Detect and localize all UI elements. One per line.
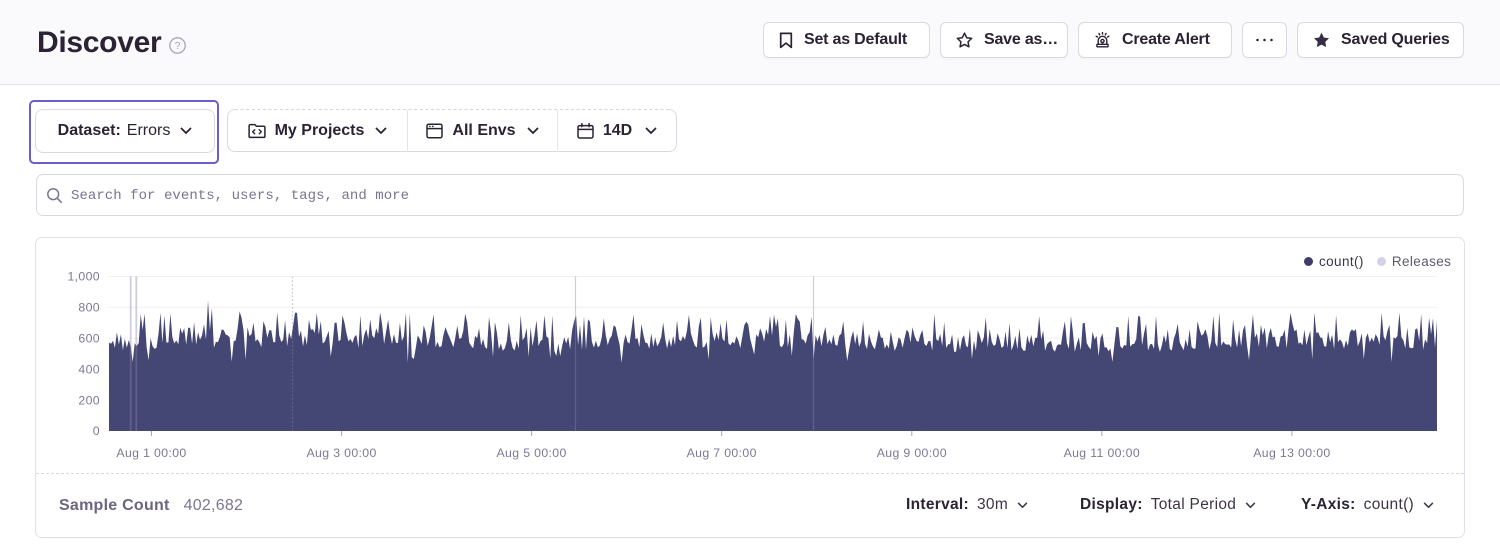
svg-text:Aug 3 00:00: Aug 3 00:00 — [307, 446, 377, 460]
svg-text:800: 800 — [78, 301, 100, 315]
svg-text:Aug 5 00:00: Aug 5 00:00 — [497, 446, 567, 460]
svg-text:Aug 1 00:00: Aug 1 00:00 — [116, 446, 186, 460]
svg-text:?: ? — [175, 40, 181, 52]
svg-text:1,000: 1,000 — [67, 270, 100, 284]
svg-text:0: 0 — [93, 424, 100, 438]
svg-text:600: 600 — [78, 332, 100, 346]
svg-text:200: 200 — [78, 393, 100, 407]
svg-text:Aug 11 00:00: Aug 11 00:00 — [1064, 446, 1140, 460]
svg-text:Aug 7 00:00: Aug 7 00:00 — [687, 446, 757, 460]
svg-text:400: 400 — [78, 362, 100, 376]
svg-text:Aug 13 00:00: Aug 13 00:00 — [1253, 446, 1330, 460]
svg-text:Aug 9 00:00: Aug 9 00:00 — [877, 446, 947, 460]
